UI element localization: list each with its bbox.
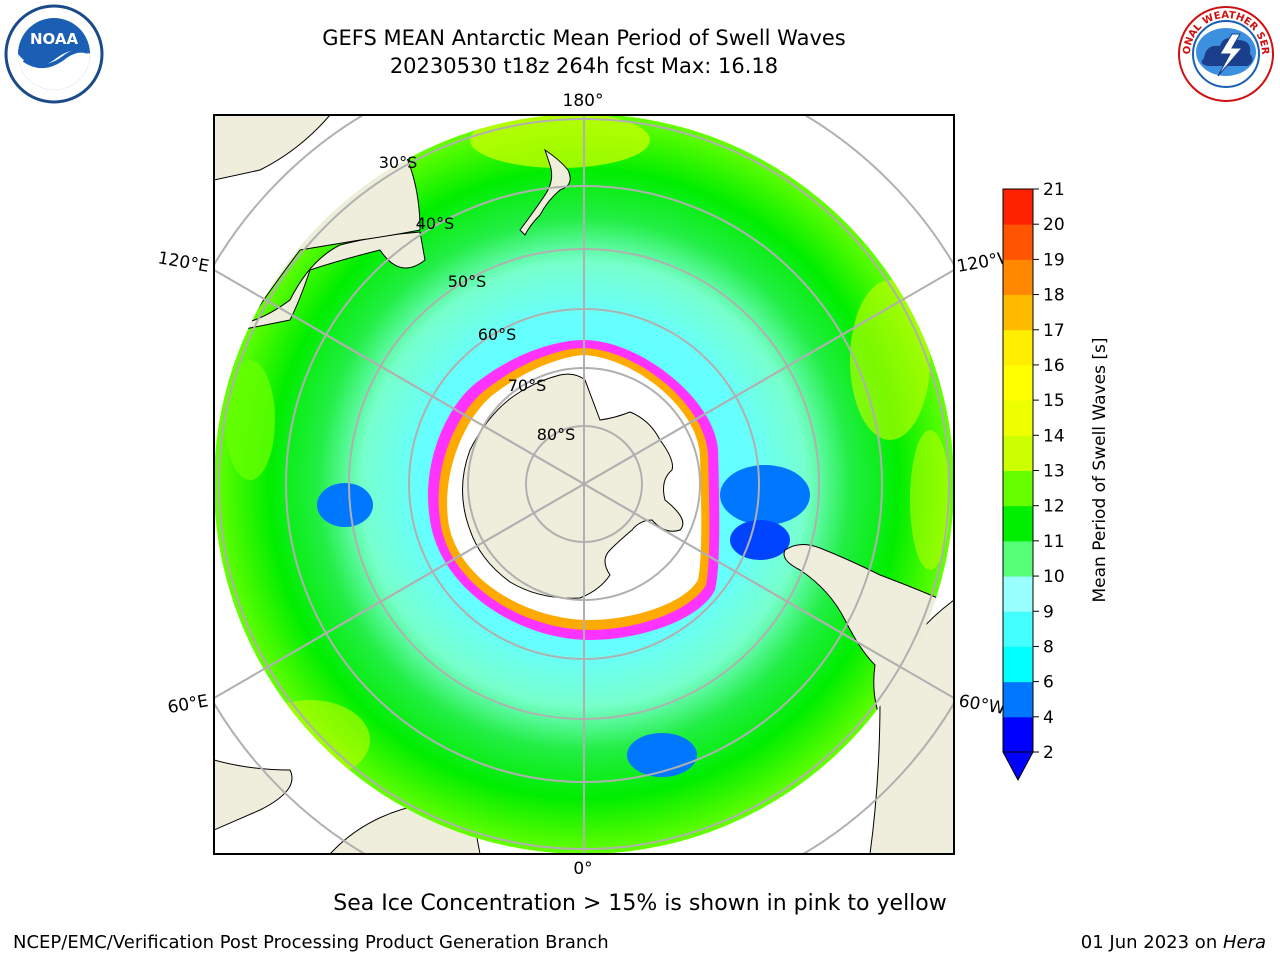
nws-logo: NATIONAL WEATHER SERVICE <box>1176 4 1274 102</box>
lon-label-60w: 60°W <box>957 691 1007 719</box>
low-period-patch-east <box>720 465 810 525</box>
meridian-60w-outer <box>583 483 954 699</box>
colorbar-tick-label: 21 <box>1043 180 1065 200</box>
lat-label-50s: 50°S <box>448 272 487 291</box>
colorbar-tick-label: 13 <box>1043 462 1065 482</box>
colorbar-segment <box>1003 611 1033 647</box>
noaa-logo-text: NOAA <box>30 30 79 48</box>
colorbar-segment <box>1003 400 1033 436</box>
colorbar-tick-label: 15 <box>1043 391 1065 411</box>
colorbar-tick-label: 4 <box>1043 708 1054 728</box>
land-corner-tl <box>214 115 331 181</box>
map-area <box>214 115 954 854</box>
colorbar-segment <box>1003 189 1033 225</box>
meridian-120w-outer <box>583 269 954 485</box>
colorbar-tick-label: 18 <box>1043 286 1065 306</box>
colorbar-segment <box>1003 646 1033 683</box>
colorbar-segment <box>1003 259 1033 296</box>
colorbar-segment <box>1003 681 1033 718</box>
low-period-patch-west <box>317 483 373 527</box>
colorbar-tick-label: 6 <box>1043 673 1054 693</box>
colorbar: 2 4 6 8 9 10 11 12 13 14 15 16 17 18 19 20 21 <box>1002 180 1065 782</box>
colorbar-segment <box>1003 224 1033 260</box>
colorbar-extend-min <box>1002 751 1034 782</box>
lat-label-30s: 30°S <box>379 153 418 172</box>
colorbar-segment <box>1003 294 1033 331</box>
mid-period-patch-w <box>225 360 275 480</box>
lat-label-80s: 80°S <box>537 425 576 444</box>
colorbar-segment <box>1003 505 1033 542</box>
sea-ice-caption: Sea Ice Concentration > 15% is shown in … <box>333 891 947 916</box>
colorbar-segment <box>1003 435 1033 471</box>
footer-date: 01 Jun 2023 on <box>1080 932 1223 953</box>
land-australia <box>214 231 426 331</box>
colorbar-tick-label: 16 <box>1043 356 1065 376</box>
meridian-120e-outer <box>214 269 585 485</box>
high-period-patch-e <box>910 430 950 570</box>
colorbar-tick-label: 14 <box>1043 426 1065 446</box>
land-antarctica <box>462 373 684 599</box>
colorbar-segment <box>1003 540 1033 577</box>
chart-subtitle: 20230530 t18z 264h fcst Max: 16.18 <box>389 54 779 78</box>
colorbar-tick-label: 9 <box>1043 602 1054 622</box>
map-border <box>213 114 955 855</box>
colorbar-segment <box>1003 576 1033 612</box>
graticule-outer <box>214 115 954 854</box>
colorbar-segment <box>1003 716 1033 753</box>
land-new-zealand <box>519 148 571 236</box>
colorbar-segment <box>1003 470 1033 507</box>
footer-right: 01 Jun 2023 on Hera <box>1081 932 1266 953</box>
meridian-60e-outer <box>214 483 585 699</box>
lon-label-120e: 120°E <box>156 248 210 277</box>
land-corner-bl <box>214 759 293 831</box>
colorbar-segment <box>1003 364 1033 401</box>
colorbar-tick-label: 8 <box>1043 637 1054 657</box>
low-period-patch-south <box>627 733 697 777</box>
chart-title: GEFS MEAN Antarctic Mean Period of Swell… <box>322 26 846 50</box>
noaa-logo: NOAA <box>4 4 104 104</box>
colorbar-tick-label: 20 <box>1043 215 1065 235</box>
colorbar-tick-label: 10 <box>1043 567 1065 587</box>
lat-label-60s: 60°S <box>478 325 517 344</box>
footer-host: Hera <box>1222 932 1266 953</box>
colorbar-tick-label: 12 <box>1043 497 1065 517</box>
colorbar-label: Mean Period of Swell Waves [s] <box>1090 338 1110 603</box>
colorbar-tick-label: 19 <box>1043 250 1065 270</box>
colorbar-tick-label: 2 <box>1043 743 1054 763</box>
colorbar-tick-label: 11 <box>1043 532 1065 552</box>
lon-label-60e: 60°E <box>166 691 210 718</box>
low-period-patch-east-core <box>730 520 790 560</box>
colorbar-segment <box>1003 329 1033 366</box>
lon-label-0: 0° <box>573 859 592 879</box>
lat-label-70s: 70°S <box>508 376 547 395</box>
colorbar-tick-label: 17 <box>1043 321 1065 341</box>
lon-label-180: 180° <box>563 91 604 111</box>
footer-left: NCEP/EMC/Verification Post Processing Pr… <box>13 932 609 953</box>
lat-label-40s: 40°S <box>416 214 455 233</box>
